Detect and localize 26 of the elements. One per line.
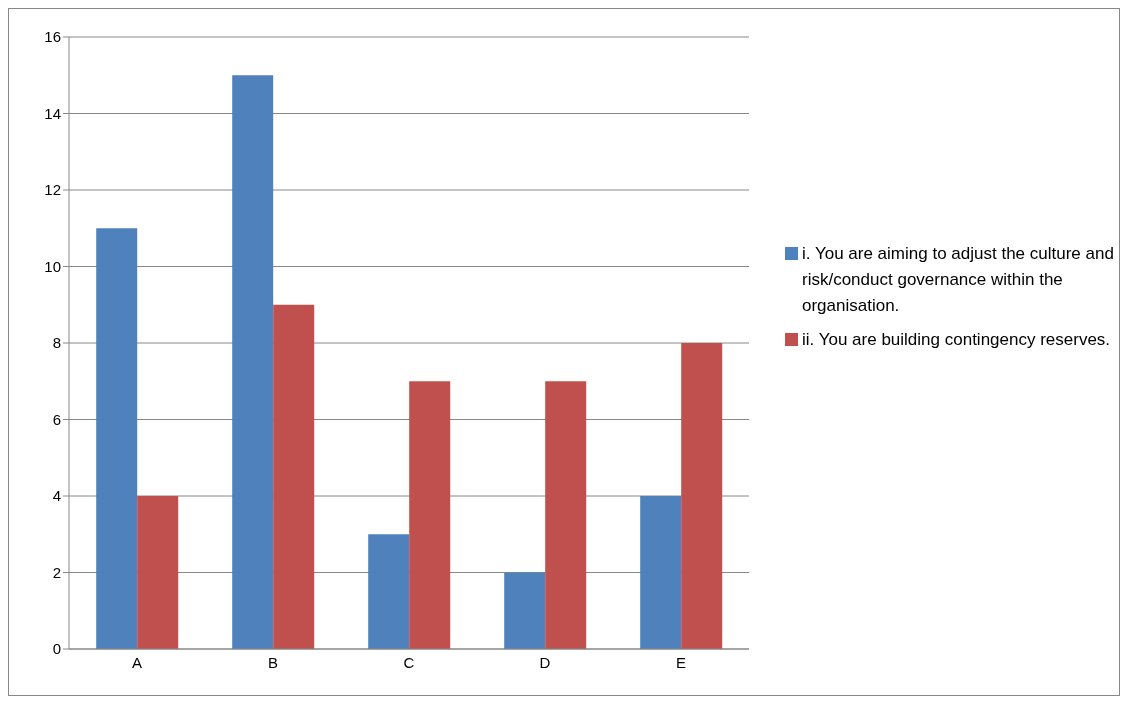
y-tick-label: 2 — [52, 563, 61, 581]
bar — [504, 572, 546, 649]
bar — [368, 534, 410, 649]
bar — [137, 496, 179, 649]
legend-label: ii. You are building contingency reserves. — [802, 329, 1111, 351]
legend-label: i. You are aiming to adjust the culture and risk/conduct governance within the organisation. — [802, 243, 1115, 317]
y-tick-label: 0 — [52, 640, 61, 658]
x-tick-label: D — [539, 653, 551, 671]
y-tick-label: 10 — [44, 257, 61, 275]
x-tick-label: C — [403, 653, 415, 671]
bar — [96, 228, 138, 649]
y-tick-label: 4 — [52, 487, 61, 505]
x-tick-label: A — [131, 653, 143, 671]
y-tick-label: 6 — [52, 410, 61, 428]
bar — [640, 496, 682, 649]
bar — [232, 75, 274, 649]
bar — [545, 381, 587, 649]
bar — [681, 343, 723, 649]
x-tick-label: E — [675, 653, 687, 671]
y-tick-label: 8 — [52, 334, 61, 352]
bar — [409, 381, 451, 649]
bar — [273, 304, 315, 649]
y-tick-label: 12 — [44, 181, 61, 199]
y-tick-label: 16 — [44, 28, 61, 46]
x-tick-label: B — [267, 653, 279, 671]
y-tick-label: 14 — [44, 104, 61, 122]
